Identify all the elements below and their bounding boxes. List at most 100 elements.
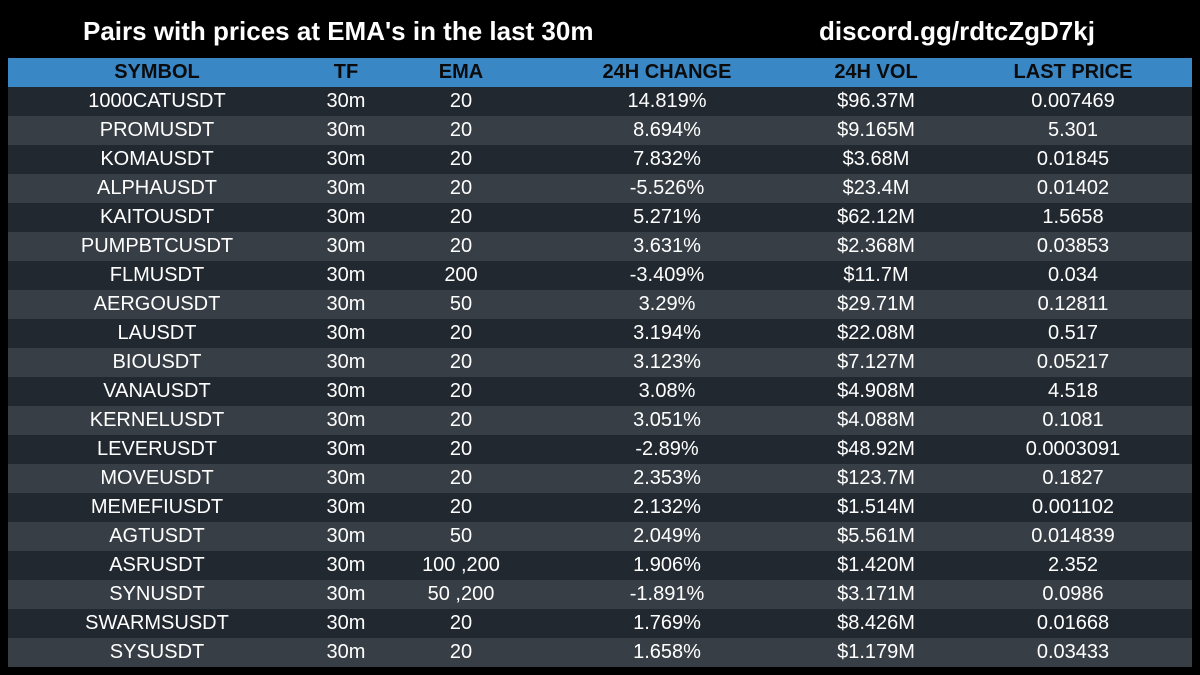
cell-last-price: 0.03433 — [1036, 641, 1110, 663]
table-row[interactable]: BIOUSDT 30m 20 3.123% $7.127M 0.05217 — [8, 348, 1192, 377]
cell-24h-vol: $4.088M — [837, 409, 915, 431]
cell-24h-vol: $1.514M — [837, 496, 915, 518]
cell-last-price: 0.03853 — [1036, 235, 1110, 257]
cell-tf: 30m — [326, 496, 366, 518]
cell-24h-change: 3.051% — [633, 409, 701, 431]
table-row[interactable]: VANAUSDT 30m 20 3.08% $4.908M 4.518 — [8, 377, 1192, 406]
column-header-24h-change[interactable]: 24H CHANGE — [602, 61, 732, 83]
cell-last-price: 0.05217 — [1036, 351, 1110, 373]
cell-last-price: 2.352 — [1047, 554, 1099, 576]
cell-tf: 30m — [326, 641, 366, 663]
cell-ema: 50 — [449, 293, 473, 315]
table-row[interactable]: FLMUSDT 30m 200 -3.409% $11.7M 0.034 — [8, 261, 1192, 290]
cell-tf: 30m — [326, 409, 366, 431]
cell-last-price: 4.518 — [1047, 380, 1099, 402]
cell-tf: 30m — [326, 119, 366, 141]
table-row[interactable]: ASRUSDT 30m 100 ,200 1.906% $1.420M 2.352 — [8, 551, 1192, 580]
table-row[interactable]: 1000CATUSDT 30m 20 14.819% $96.37M 0.007469 — [8, 87, 1192, 116]
cell-ema: 20 — [449, 119, 473, 141]
cell-24h-change: 14.819% — [627, 90, 707, 112]
cell-symbol: MOVEUSDT — [100, 467, 214, 489]
cell-symbol: KAITOUSDT — [99, 206, 215, 228]
cell-ema: 20 — [449, 235, 473, 257]
cell-24h-vol: $1.179M — [837, 641, 915, 663]
cell-tf: 30m — [326, 148, 366, 170]
cell-ema: 20 — [449, 148, 473, 170]
cell-symbol: ASRUSDT — [109, 554, 205, 576]
table-body: 1000CATUSDT 30m 20 14.819% $96.37M 0.007469 PR… — [8, 87, 1192, 667]
cell-tf: 30m — [326, 235, 366, 257]
column-header-symbol[interactable]: SYMBOL — [114, 61, 200, 83]
table-row[interactable]: LAUSDT 30m 20 3.194% $22.08M 0.517 — [8, 319, 1192, 348]
cell-symbol: LAUSDT — [117, 322, 197, 344]
cell-symbol: SWARMSUSDT — [85, 612, 229, 634]
cell-tf: 30m — [326, 90, 366, 112]
table-row[interactable]: AGTUSDT 30m 50 2.049% $5.561M 0.014839 — [8, 522, 1192, 551]
cell-24h-change: -5.526% — [629, 177, 705, 199]
cell-symbol: KOMAUSDT — [100, 148, 214, 170]
table-row[interactable]: PUMPBTCUSDT 30m 20 3.631% $2.368M 0.03853 — [8, 232, 1192, 261]
cell-last-price: 0.0003091 — [1025, 438, 1121, 460]
column-header-tf[interactable]: TF — [333, 61, 359, 83]
cell-tf: 30m — [326, 351, 366, 373]
table-row[interactable]: KOMAUSDT 30m 20 7.832% $3.68M 0.01845 — [8, 145, 1192, 174]
cell-symbol: PROMUSDT — [99, 119, 215, 141]
cell-symbol: AERGOUSDT — [93, 293, 221, 315]
discord-link[interactable]: discord.gg/rdtcZgD7kj — [819, 16, 1095, 46]
cell-tf: 30m — [326, 380, 366, 402]
cell-tf: 30m — [326, 612, 366, 634]
cell-24h-vol: $23.4M — [842, 177, 910, 199]
cell-tf: 30m — [326, 438, 366, 460]
table-row[interactable]: SYNUSDT 30m 50 ,200 -1.891% $3.171M 0.0986 — [8, 580, 1192, 609]
table-row[interactable]: MEMEFIUSDT 30m 20 2.132% $1.514M 0.001102 — [8, 493, 1192, 522]
table-row[interactable]: LEVERUSDT 30m 20 -2.89% $48.92M 0.0003091 — [8, 435, 1192, 464]
cell-tf: 30m — [326, 467, 366, 489]
title-bar: Pairs with prices at EMA's in the last 3… — [0, 0, 1200, 60]
cell-ema: 20 — [449, 177, 473, 199]
cell-tf: 30m — [326, 554, 366, 576]
cell-last-price: 0.034 — [1047, 264, 1099, 286]
cell-symbol: KERNELUSDT — [89, 409, 225, 431]
cell-ema: 20 — [449, 641, 473, 663]
cell-last-price: 0.001102 — [1032, 496, 1114, 518]
column-header-last-price[interactable]: LAST PRICE — [1013, 61, 1133, 83]
cell-24h-change: 3.29% — [638, 293, 696, 315]
table-row[interactable]: KERNELUSDT 30m 20 3.051% $4.088M 0.1081 — [8, 406, 1192, 435]
cell-ema: 20 — [449, 206, 473, 228]
cell-24h-change: 2.132% — [633, 496, 701, 518]
cell-ema: 100 ,200 — [422, 554, 500, 576]
cell-24h-vol: $9.165M — [837, 119, 915, 141]
cell-symbol: SYSUSDT — [109, 641, 205, 663]
cell-ema: 20 — [449, 467, 473, 489]
cell-24h-change: -3.409% — [629, 264, 705, 286]
cell-tf: 30m — [326, 583, 366, 605]
column-header-24h-vol[interactable]: 24H VOL — [834, 61, 918, 83]
cell-ema: 50 — [449, 525, 473, 547]
cell-last-price: 0.12811 — [1037, 293, 1109, 315]
cell-24h-change: 7.832% — [633, 148, 701, 170]
cell-last-price: 1.5658 — [1042, 206, 1104, 228]
column-header-ema[interactable]: EMA — [438, 61, 484, 83]
table-row[interactable]: SWARMSUSDT 30m 20 1.769% $8.426M 0.01668 — [8, 609, 1192, 638]
cell-symbol: MEMEFIUSDT — [90, 496, 224, 518]
cell-24h-vol: $5.561M — [837, 525, 915, 547]
cell-24h-change: 5.271% — [633, 206, 701, 228]
cell-symbol: BIOUSDT — [112, 351, 202, 373]
cell-24h-change: -1.891% — [629, 583, 705, 605]
table-row[interactable]: MOVEUSDT 30m 20 2.353% $123.7M 0.1827 — [8, 464, 1192, 493]
table-row[interactable]: PROMUSDT 30m 20 8.694% $9.165M 5.301 — [8, 116, 1192, 145]
cell-ema: 20 — [449, 351, 473, 373]
cell-24h-change: 8.694% — [633, 119, 701, 141]
table-row[interactable]: AERGOUSDT 30m 50 3.29% $29.71M 0.12811 — [8, 290, 1192, 319]
cell-24h-change: 2.049% — [633, 525, 701, 547]
cell-tf: 30m — [326, 525, 366, 547]
cell-last-price: 5.301 — [1047, 119, 1099, 141]
cell-24h-vol: $22.08M — [837, 322, 915, 344]
cell-ema: 20 — [449, 612, 473, 634]
table-row[interactable]: ALPHAUSDT 30m 20 -5.526% $23.4M 0.01402 — [8, 174, 1192, 203]
cell-symbol: ALPHAUSDT — [96, 177, 218, 199]
table-row[interactable]: KAITOUSDT 30m 20 5.271% $62.12M 1.5658 — [8, 203, 1192, 232]
cell-symbol: 1000CATUSDT — [88, 90, 226, 112]
cell-ema: 20 — [449, 380, 473, 402]
table-row[interactable]: SYSUSDT 30m 20 1.658% $1.179M 0.03433 — [8, 638, 1192, 667]
